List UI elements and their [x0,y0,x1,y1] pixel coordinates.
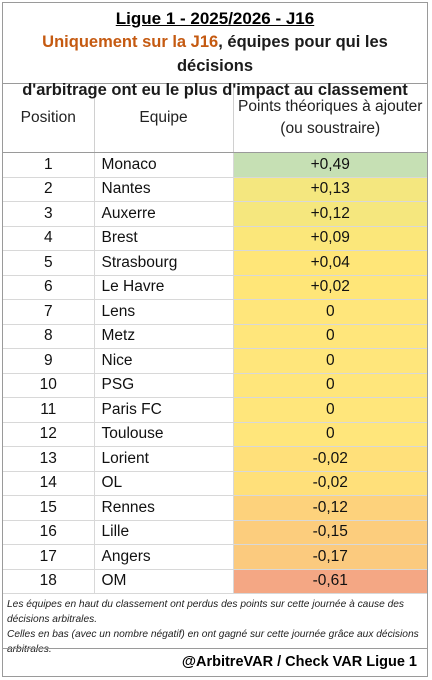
position-cell: 15 [3,495,95,521]
points-cell: -0,61 [233,569,427,594]
position-cell: 11 [3,397,95,423]
position-cell: 17 [3,544,95,570]
team-cell: OM [94,569,234,594]
team-cell: Nantes [94,177,234,202]
team-cell: Angers [94,544,234,570]
table-row: 16 Lille -0,15 [3,520,427,545]
table-header-row: Position Equipe Points théoriques à ajou… [3,84,427,153]
infographic-frame: Ligue 1 - 2025/2026 - J16 Uniquement sur… [2,2,428,677]
points-cell: +0,04 [233,250,427,276]
table-row: 13 Lorient -0,02 [3,446,427,472]
table-row: 4 Brest +0,09 [3,226,427,251]
table-row: 9 Nice 0 [3,348,427,374]
position-cell: 10 [3,373,95,398]
points-cell: -0,12 [233,495,427,521]
points-cell: +0,09 [233,226,427,251]
column-header-points-line2: (ou soustraire) [280,120,381,137]
position-cell: 16 [3,520,95,545]
column-header-points-line1: Points théoriques à ajouter [238,98,423,115]
footer-credit: @ArbitreVAR / Check VAR Ligue 1 [3,648,427,676]
position-cell: 18 [3,569,95,594]
subtitle-highlight: Uniquement sur la J16 [42,33,219,51]
position-cell: 8 [3,324,95,349]
points-cell: -0,02 [233,471,427,496]
position-cell: 12 [3,422,95,447]
position-cell: 4 [3,226,95,251]
points-cell: 0 [233,422,427,447]
points-cell: +0,13 [233,177,427,202]
team-cell: Rennes [94,495,234,521]
table-row: 15 Rennes -0,12 [3,495,427,521]
table-row: 2 Nantes +0,13 [3,177,427,202]
position-cell: 7 [3,299,95,325]
team-cell: PSG [94,373,234,398]
position-cell: 6 [3,275,95,300]
points-cell: 0 [233,324,427,349]
position-cell: 2 [3,177,95,202]
table-row: 3 Auxerre +0,12 [3,201,427,227]
points-cell: 0 [233,373,427,398]
header: Ligue 1 - 2025/2026 - J16 Uniquement sur… [3,3,427,99]
team-cell: Monaco [94,152,234,178]
points-cell: -0,02 [233,446,427,472]
team-cell: Lille [94,520,234,545]
points-cell: 0 [233,397,427,423]
team-cell: Toulouse [94,422,234,447]
table-row: 11 Paris FC 0 [3,397,427,423]
table-row: 18 OM -0,61 [3,569,427,594]
points-cell: 0 [233,299,427,325]
column-header-position: Position [3,84,95,153]
note-line-2: Celles en bas (avec un nombre négatif) e… [7,629,419,655]
table-row: 10 PSG 0 [3,373,427,398]
table-row: 7 Lens 0 [3,299,427,325]
subtitle-line1-rest: , équipes pour qui les décisions [176,33,388,75]
ranking-table: Position Equipe Points théoriques à ajou… [3,84,427,594]
team-cell: Le Havre [94,275,234,300]
points-cell: +0,02 [233,275,427,300]
column-header-points: Points théoriques à ajouter (ou soustrai… [233,84,427,153]
team-cell: Lens [94,299,234,325]
team-cell: Metz [94,324,234,349]
position-cell: 14 [3,471,95,496]
team-cell: Paris FC [94,397,234,423]
position-cell: 9 [3,348,95,374]
points-cell: 0 [233,348,427,374]
column-header-team: Equipe [94,84,234,153]
table-row: 17 Angers -0,17 [3,544,427,570]
position-cell: 1 [3,152,95,178]
team-cell: Strasbourg [94,250,234,276]
table-body: 1 Monaco +0,49 2 Nantes +0,13 3 Auxerre +0,12 4 Br… [3,152,427,594]
subtitle-line2: d'arbitrage ont eu le plus d'impact au c… [22,81,408,99]
team-cell: Lorient [94,446,234,472]
notes: Les équipes en haut du classement ont pe… [3,594,427,657]
team-cell: Auxerre [94,201,234,227]
team-cell: OL [94,471,234,496]
position-cell: 3 [3,201,95,227]
table-row: 14 OL -0,02 [3,471,427,496]
table-row: 6 Le Havre +0,02 [3,275,427,300]
table-row: 1 Monaco +0,49 [3,152,427,178]
position-cell: 5 [3,250,95,276]
points-cell: -0,15 [233,520,427,545]
points-cell: +0,12 [233,201,427,227]
team-cell: Nice [94,348,234,374]
table-row: 5 Strasbourg +0,04 [3,250,427,276]
table-row: 12 Toulouse 0 [3,422,427,447]
points-cell: +0,49 [233,152,427,178]
table-row: 8 Metz 0 [3,324,427,349]
team-cell: Brest [94,226,234,251]
points-cell: -0,17 [233,544,427,570]
position-cell: 13 [3,446,95,472]
note-line-1: Les équipes en haut du classement ont pe… [7,599,405,625]
subtitle: Uniquement sur la J16, équipes pour qui … [3,30,427,102]
page-title: Ligue 1 - 2025/2026 - J16 [115,9,315,28]
